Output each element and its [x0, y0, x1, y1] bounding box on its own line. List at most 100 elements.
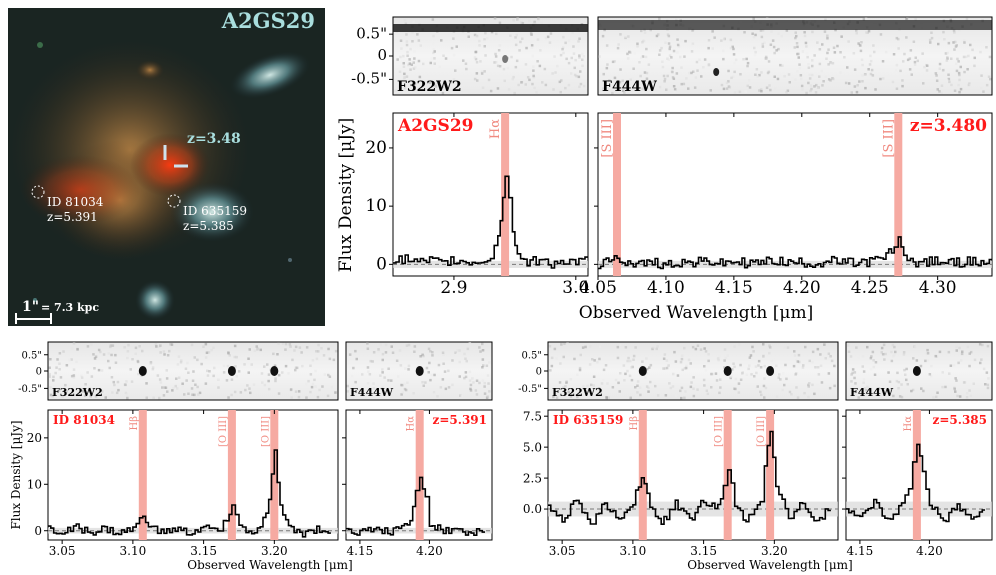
strip-noise — [631, 77, 634, 80]
strip-noise — [560, 343, 563, 346]
strip-noise — [831, 62, 835, 65]
strip-noise — [759, 29, 763, 32]
strip-noise — [630, 378, 634, 382]
strip-noise — [847, 350, 851, 353]
strip-noise — [567, 83, 571, 87]
strip-noise — [552, 88, 555, 91]
strip-noise — [645, 371, 649, 375]
strip-noise — [531, 54, 534, 58]
strip-noise — [629, 359, 632, 363]
x-axis-label: Observed Wavelength [μm] — [187, 558, 352, 572]
strip-noise — [598, 55, 601, 58]
strip-noise — [930, 36, 934, 40]
strip-noise — [90, 343, 93, 346]
strip-noise — [804, 345, 807, 349]
strip-noise — [966, 68, 969, 71]
strip-noise — [946, 51, 949, 55]
strip-noise — [663, 77, 667, 81]
strip-noise — [895, 63, 899, 67]
strip-noise — [778, 373, 781, 376]
strip-noise — [719, 386, 722, 389]
strip-noise — [377, 348, 380, 351]
strip-noise — [760, 89, 763, 93]
strip-noise — [727, 69, 730, 73]
strip-noise — [425, 366, 429, 370]
strip-noise — [514, 65, 518, 69]
strip-noise — [761, 42, 764, 46]
strip-noise — [873, 50, 876, 54]
strip-noise — [862, 18, 866, 21]
strip-noise — [698, 58, 701, 61]
strip-noise — [959, 87, 963, 91]
strip-noise — [564, 41, 567, 45]
strip-noise — [798, 63, 801, 66]
strip-noise — [533, 86, 536, 90]
strip-noise — [865, 388, 868, 392]
strip-noise — [605, 396, 608, 400]
strip-noise — [526, 76, 530, 79]
strip-noise — [713, 36, 716, 39]
strip-noise — [498, 44, 502, 47]
strip-noise — [377, 350, 381, 353]
strip-noise — [524, 83, 527, 86]
strip-noise — [408, 62, 412, 65]
strip-noise — [695, 60, 699, 64]
strip-noise — [633, 52, 636, 55]
strip-noise — [891, 80, 895, 84]
strip-noise — [577, 40, 580, 43]
spatial-tick-label: 0 — [36, 367, 42, 378]
strip-noise — [739, 363, 742, 367]
strip-noise — [217, 386, 220, 389]
strip-noise — [830, 61, 833, 65]
strip-noise — [164, 386, 168, 389]
strip-noise — [412, 392, 415, 395]
strip-noise — [103, 390, 106, 394]
strip-noise — [81, 390, 85, 393]
strip-noise — [593, 359, 596, 362]
strip-noise — [48, 373, 51, 376]
strip-noise — [925, 69, 929, 72]
strip-noise — [419, 89, 422, 93]
strip-noise — [733, 70, 736, 74]
strip-noise — [413, 82, 417, 86]
strip-noise — [602, 72, 605, 76]
strip-noise — [222, 371, 226, 374]
strip-noise — [441, 378, 445, 381]
strip-noise — [298, 346, 302, 349]
strip-noise — [582, 55, 586, 58]
strip-noise — [955, 379, 958, 382]
strip-noise — [567, 39, 571, 42]
strip-noise — [565, 57, 568, 61]
strip-noise — [249, 391, 252, 395]
strip-noise — [611, 386, 615, 389]
strip-noise — [788, 81, 791, 84]
strip-noise — [805, 52, 809, 55]
strip-noise — [801, 50, 805, 53]
strip-noise — [704, 350, 708, 353]
strip-noise — [566, 342, 569, 345]
strip-noise — [64, 383, 67, 387]
strip-noise — [953, 89, 957, 92]
strip-noise — [675, 72, 679, 75]
strip-noise — [690, 381, 693, 384]
strip-noise — [407, 368, 410, 371]
strip-noise — [443, 370, 447, 373]
strip-noise — [631, 389, 634, 393]
strip-noise — [748, 86, 752, 89]
strip-noise — [412, 20, 415, 23]
strip-noise — [107, 352, 110, 355]
strip-noise — [539, 49, 542, 52]
strip-noise — [532, 76, 536, 79]
redshift-label: z=5.391 — [433, 413, 487, 427]
strip-noise — [171, 389, 174, 392]
strip-noise — [873, 373, 877, 376]
strip-noise — [464, 371, 468, 374]
strip-noise — [888, 380, 892, 383]
strip-noise — [274, 377, 277, 380]
strip-noise — [141, 349, 144, 353]
strip-noise — [710, 372, 714, 376]
strip-noise — [824, 357, 827, 360]
